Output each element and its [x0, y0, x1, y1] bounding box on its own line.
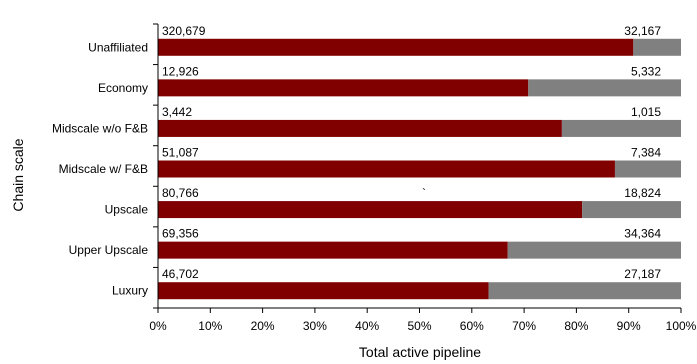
- labels-group: Unaffiliated 320,679 32,167 Economy 12,926 5,…: [52, 24, 697, 333]
- bar-series0-2: [158, 119, 562, 137]
- data-label-series0-4: 80,766: [162, 186, 199, 200]
- x-tick-label-2: 20%: [251, 319, 275, 333]
- category-label-0: Unaffiliated: [88, 40, 148, 54]
- bar-series1-3: [614, 160, 681, 178]
- bar-series0-4: [158, 201, 583, 219]
- data-label-series0-3: 51,087: [162, 146, 199, 160]
- x-tick-label-4: 40%: [355, 319, 379, 333]
- data-label-series0-6: 46,702: [162, 267, 199, 281]
- x-tick-label-9: 90%: [617, 319, 641, 333]
- x-tick-label-8: 80%: [564, 319, 588, 333]
- data-label-series1-6: 27,187: [624, 267, 661, 281]
- category-label-6: Luxury: [112, 284, 148, 298]
- bar-series0-5: [158, 241, 508, 259]
- data-label-series0-2: 3,442: [162, 105, 192, 119]
- x-tick-label-5: 50%: [407, 319, 431, 333]
- bar-series1-5: [507, 241, 681, 259]
- x-tick-label-0: 0%: [149, 319, 167, 333]
- data-label-series1-2: 1,015: [631, 105, 661, 119]
- data-label-series0-1: 12,926: [162, 64, 199, 78]
- x-tick-label-3: 30%: [303, 319, 327, 333]
- data-label-series1-1: 5,332: [631, 64, 661, 78]
- data-label-series1-5: 34,364: [624, 227, 661, 241]
- x-tick-label-6: 60%: [460, 319, 484, 333]
- bar-series1-0: [633, 38, 681, 56]
- bars-group: [158, 38, 681, 300]
- x-tick-label-7: 70%: [512, 319, 536, 333]
- stray-mark: `: [422, 186, 426, 200]
- x-axis-title: Total active pipeline: [359, 344, 481, 360]
- bar-series1-1: [528, 79, 681, 97]
- x-tick-label-1: 10%: [198, 319, 222, 333]
- data-label-series1-3: 7,384: [631, 146, 661, 160]
- bar-series0-6: [158, 282, 489, 300]
- bar-series0-1: [158, 79, 529, 97]
- data-label-series1-4: 18,824: [624, 186, 661, 200]
- data-label-series0-5: 69,356: [162, 227, 199, 241]
- data-label-series0-0: 320,679: [162, 24, 206, 38]
- category-label-4: Upscale: [105, 203, 149, 217]
- bar-series0-3: [158, 160, 615, 178]
- x-tick-label-10: 100%: [666, 319, 697, 333]
- axes-group: [153, 23, 682, 313]
- bar-series1-2: [561, 119, 681, 137]
- bar-series0-0: [158, 38, 634, 56]
- bar-series1-6: [488, 282, 681, 300]
- category-label-1: Economy: [98, 81, 148, 95]
- category-label-2: Midscale w/o F&B: [52, 121, 148, 135]
- category-label-5: Upper Upscale: [69, 243, 149, 257]
- bar-series1-4: [582, 201, 681, 219]
- category-label-3: Midscale w/ F&B: [59, 162, 148, 176]
- y-axis-title: Chain scale: [10, 138, 26, 211]
- data-label-series1-0: 32,167: [624, 24, 661, 38]
